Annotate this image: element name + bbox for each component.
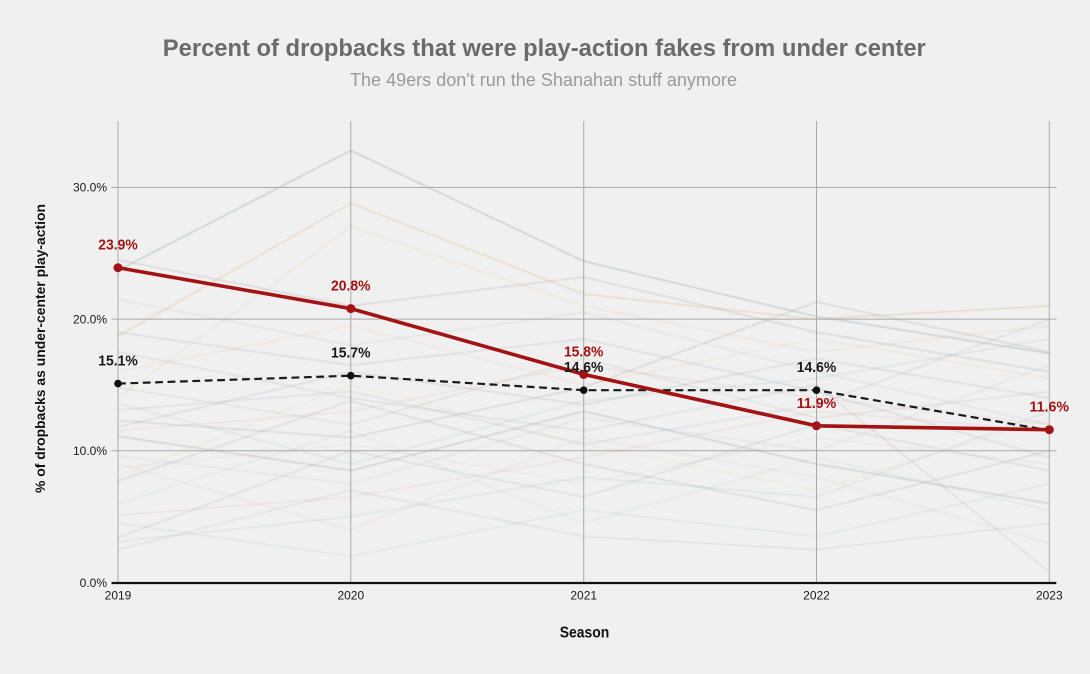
svg-text:0.0%: 0.0% [80,576,108,590]
svg-text:2020: 2020 [337,589,364,603]
svg-text:20.0%: 20.0% [73,312,107,326]
svg-text:% of dropbacks as under-center: % of dropbacks as under-center play-acti… [33,204,48,493]
svg-text:11.6%: 11.6% [1030,399,1070,416]
svg-text:14.6%: 14.6% [797,359,837,376]
svg-text:Season: Season [560,625,610,642]
svg-text:The 49ers don't run the Shanah: The 49ers don't run the Shanahan stuff a… [350,70,737,90]
svg-text:23.9%: 23.9% [98,237,138,254]
svg-text:15.7%: 15.7% [331,345,371,362]
svg-text:2021: 2021 [570,589,597,603]
svg-text:15.8%: 15.8% [564,343,604,360]
svg-text:14.6%: 14.6% [564,359,604,376]
svg-text:2019: 2019 [105,589,132,603]
svg-text:2022: 2022 [803,589,830,603]
svg-text:Percent of dropbacks that were: Percent of dropbacks that were play-acti… [163,35,926,62]
svg-text:20.8%: 20.8% [331,278,371,295]
svg-text:10.0%: 10.0% [73,444,107,458]
svg-text:15.1%: 15.1% [98,353,138,370]
svg-text:11.9%: 11.9% [797,395,837,412]
svg-text:30.0%: 30.0% [73,181,107,195]
svg-text:2023: 2023 [1036,589,1063,603]
